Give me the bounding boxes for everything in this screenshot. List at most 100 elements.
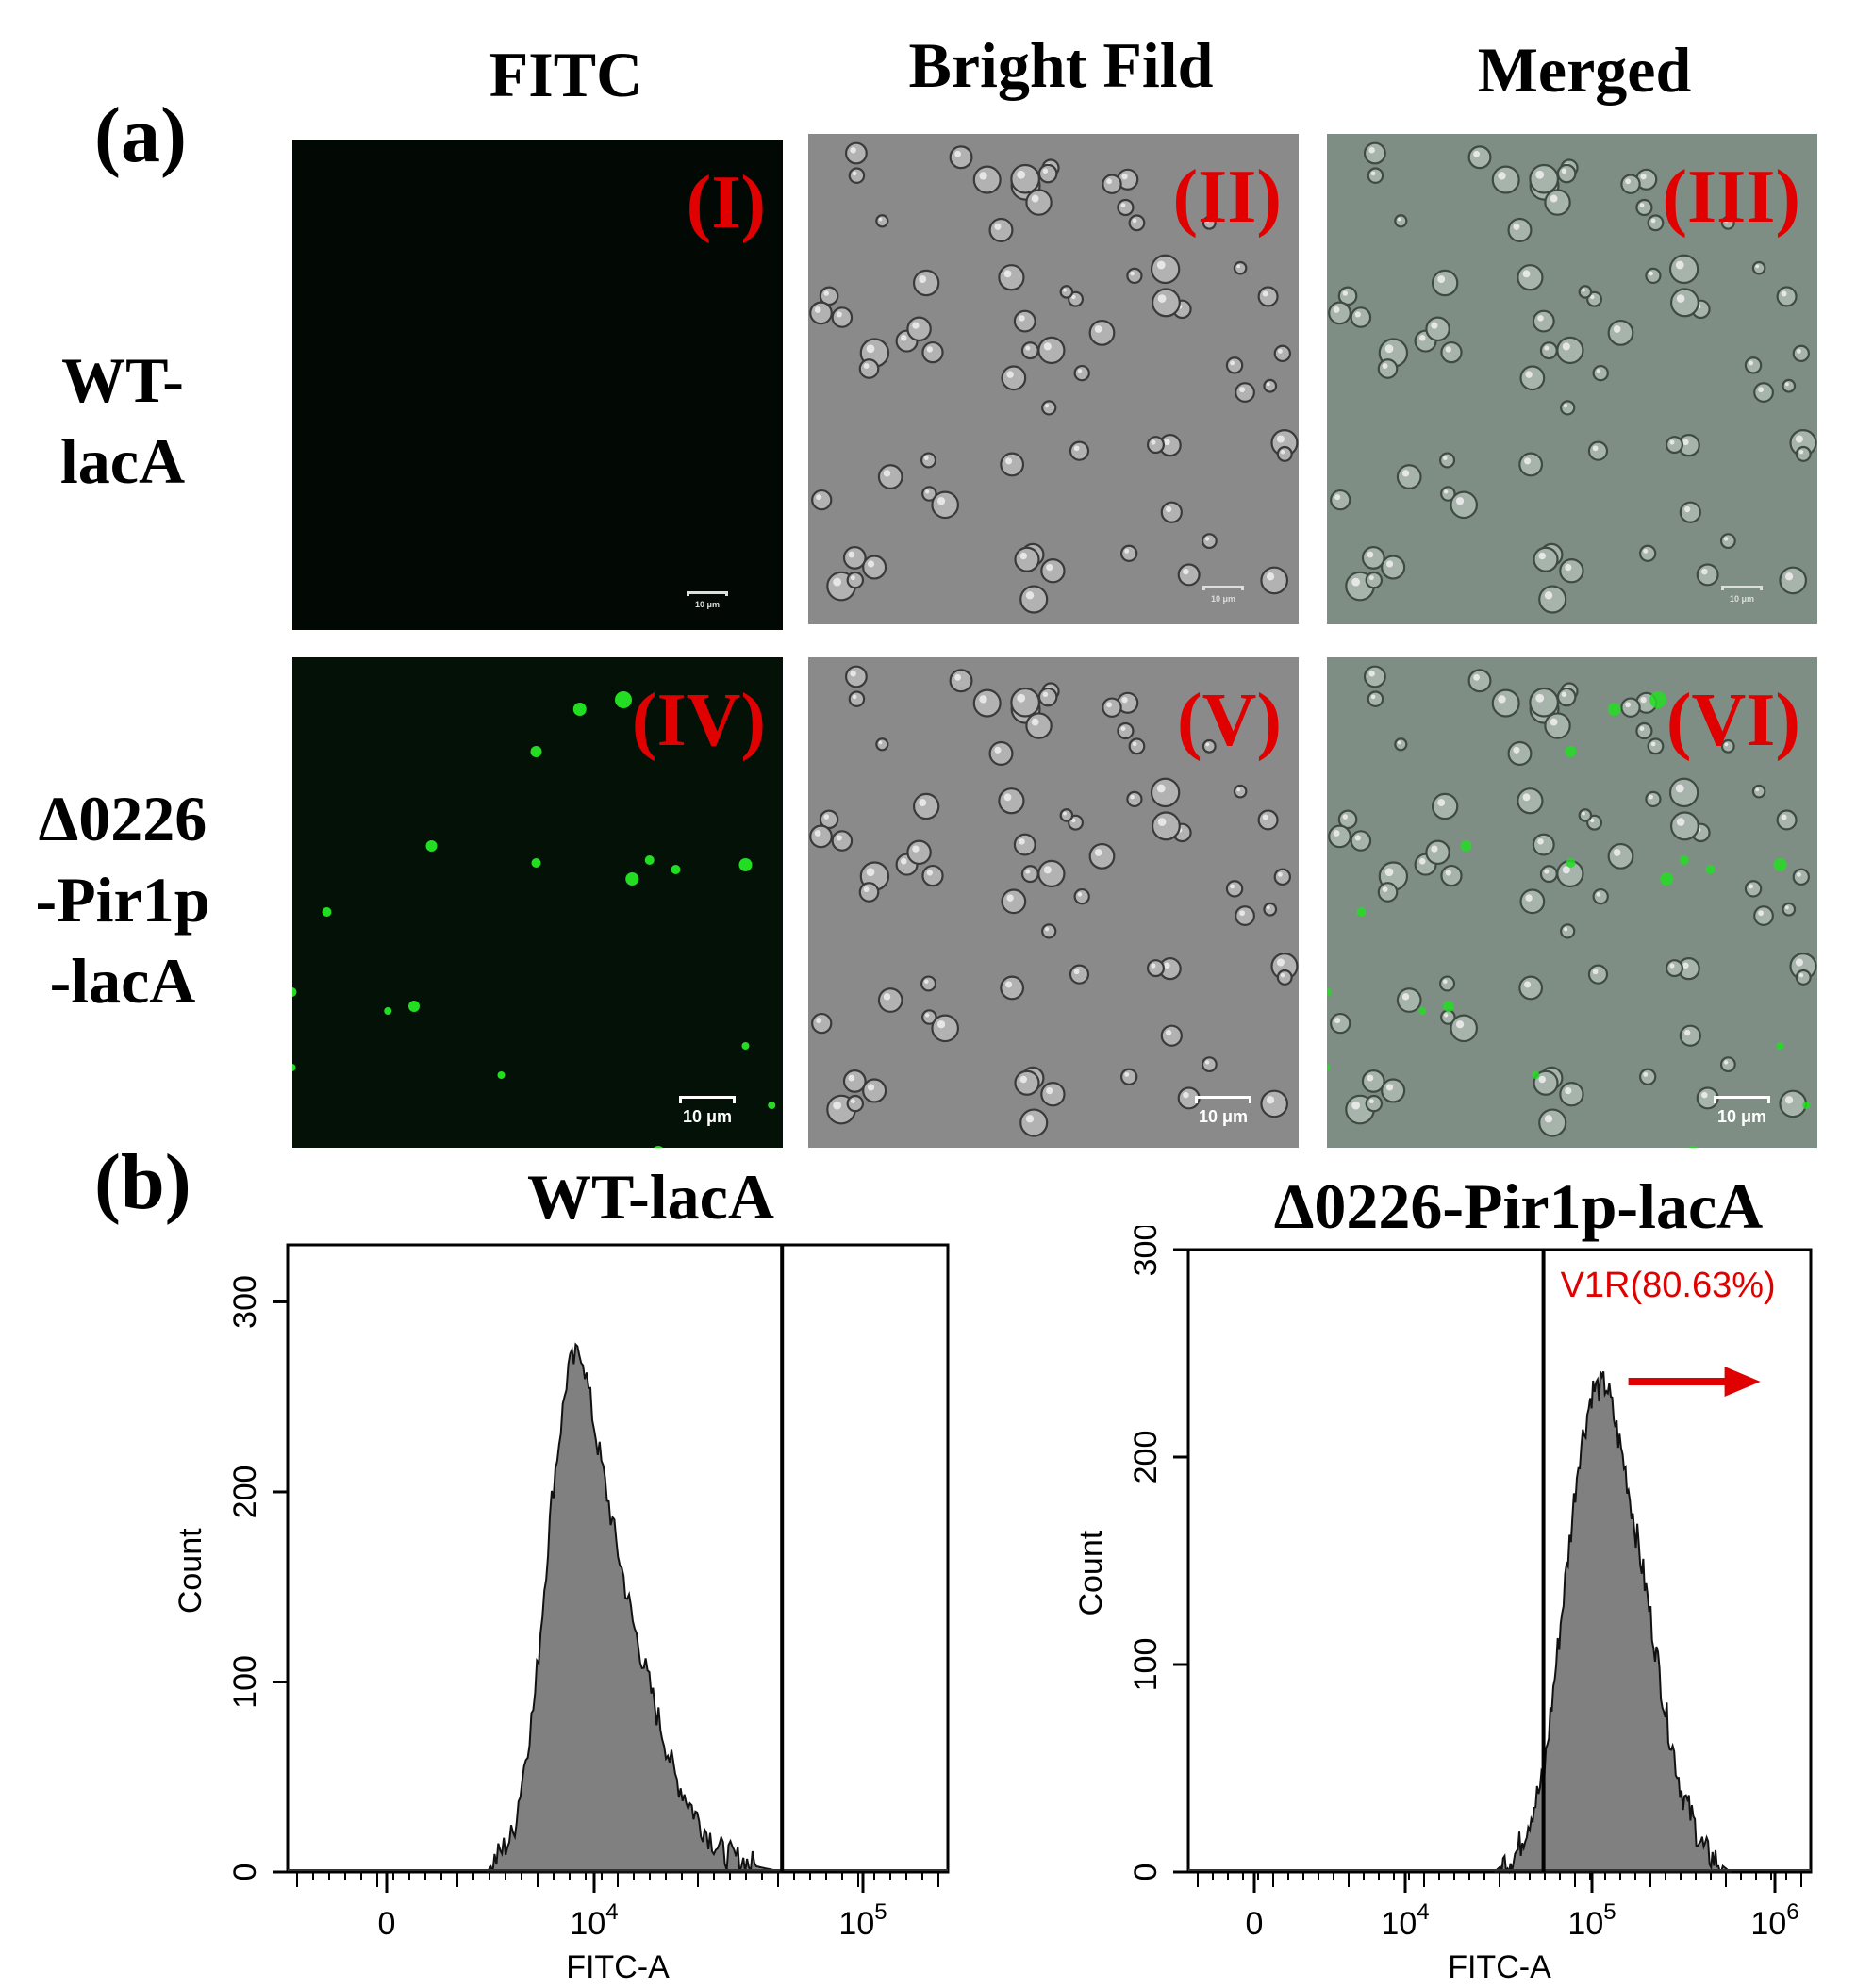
row-header-mutant: Δ0226 -Pir1p -lacA [0, 778, 245, 1021]
yeast-cell [1273, 868, 1292, 886]
yeast-cell [1592, 364, 1609, 382]
yeast-cell [906, 839, 932, 866]
cell-highlight [1333, 306, 1340, 313]
x-tick-label: 0 [378, 1906, 396, 1942]
scale-bar-line [679, 1096, 736, 1103]
yeast-cell [1260, 566, 1289, 595]
cell-highlight [1582, 288, 1585, 292]
cell-highlight [1781, 814, 1787, 820]
yeast-cell [1431, 792, 1459, 820]
y-tick-label: 100 [227, 1655, 263, 1709]
yeast-cell [1556, 336, 1584, 365]
yeast-cell [1073, 364, 1090, 382]
cell-highlight [1455, 1020, 1465, 1029]
cell-highlight [848, 551, 855, 558]
yeast-cell [1361, 546, 1385, 570]
yeast-cell [1529, 163, 1559, 194]
cell-highlight [1443, 979, 1448, 984]
cell-highlight [1445, 870, 1451, 876]
microscopy-panel-fitc-mutant: (IV) 10 μm [292, 657, 783, 1148]
cell-highlight [1019, 315, 1025, 322]
fluorescent-cell [654, 1146, 663, 1148]
yeast-cell [1635, 721, 1653, 740]
fluorescent-cell [572, 703, 587, 716]
cell-highlight [833, 577, 842, 587]
scale-bar-line [1202, 586, 1244, 590]
yeast-cell [1201, 533, 1218, 550]
yeast-cell [1365, 1094, 1384, 1113]
yeast-cell [842, 546, 867, 570]
cell-highlight [1796, 871, 1801, 877]
cell-highlight [1544, 591, 1553, 600]
cell-highlight [1524, 981, 1532, 988]
yeast-cell [1544, 189, 1571, 216]
yeast-cell [844, 141, 868, 165]
cell-highlight [912, 322, 920, 329]
yeast-cell [1160, 1024, 1183, 1047]
cell-highlight [1120, 203, 1126, 208]
fluorescent-cell [1688, 1146, 1698, 1148]
fluorescent-cell [1532, 1071, 1540, 1079]
cell-highlight [1669, 963, 1675, 969]
yeast-cell [1529, 687, 1559, 718]
cell-highlight [1042, 691, 1049, 698]
microscopy-image [1328, 141, 1817, 614]
yeast-cell [1151, 811, 1181, 841]
histogram-area [1493, 1371, 1733, 1875]
microscopy-image [809, 665, 1299, 1137]
yeast-cell [1645, 267, 1662, 285]
microscopy-panel-merged-wt: (III) 10 μm [1327, 134, 1817, 624]
cell-highlight [1684, 505, 1691, 513]
cell-highlight [1639, 726, 1645, 732]
cell-highlight [1124, 548, 1130, 554]
cell-highlight [1044, 927, 1050, 932]
cell-highlight [1157, 294, 1167, 303]
yeast-cell [1041, 400, 1057, 416]
cell-highlight [1094, 325, 1102, 333]
yeast-cell [1128, 214, 1146, 232]
fluorescent-cell [530, 746, 542, 757]
scale-bar-line [1721, 586, 1763, 590]
yeast-cell [1559, 1082, 1584, 1107]
cell-highlight [852, 171, 857, 176]
cell-highlight [1367, 1074, 1374, 1082]
cell-highlight [1443, 456, 1448, 460]
x-tick-label: 105 [838, 1899, 887, 1942]
fluorescent-cell [768, 1102, 776, 1109]
x-tick-label: 0 [1246, 1906, 1264, 1942]
cell-highlight [1640, 173, 1647, 180]
yeast-cell [858, 358, 880, 379]
cell-highlight [1262, 290, 1268, 297]
cell-highlight [1368, 575, 1374, 581]
fluorescent-cell [741, 1042, 750, 1050]
cell-highlight [1121, 173, 1128, 180]
yeast-cell [848, 167, 866, 184]
yeast-cell [1560, 923, 1576, 939]
cell-highlight [1784, 1096, 1794, 1104]
yeast-cell [1177, 563, 1201, 587]
scale-bar: 10 μm [670, 591, 745, 609]
cell-highlight [1043, 342, 1052, 351]
cell-highlight [1563, 927, 1568, 932]
row-header-wt-line2: lacA [59, 425, 186, 497]
cell-highlight [1025, 1115, 1035, 1123]
gate-arrow-head [1724, 1367, 1761, 1397]
microscopy-image [1327, 665, 1817, 1148]
cell-highlight [1431, 322, 1438, 329]
yeast-cell [1532, 833, 1555, 856]
cell-highlight [1592, 969, 1599, 975]
yeast-cell [1377, 882, 1399, 903]
cell-highlight [1019, 552, 1028, 560]
cell-highlight [1071, 294, 1076, 300]
yeast-cell [1782, 902, 1797, 917]
cell-highlight [926, 870, 933, 876]
cell-highlight [1205, 219, 1210, 224]
cell-highlight [1006, 371, 1014, 378]
yeast-cell [1607, 842, 1634, 870]
yeast-cell [1019, 1108, 1049, 1137]
yeast-cell [1607, 319, 1634, 346]
yeast-cell [1450, 490, 1479, 520]
cell-highlight [936, 1020, 946, 1029]
yeast-cell [931, 490, 960, 520]
microscopy-image [292, 691, 776, 1148]
